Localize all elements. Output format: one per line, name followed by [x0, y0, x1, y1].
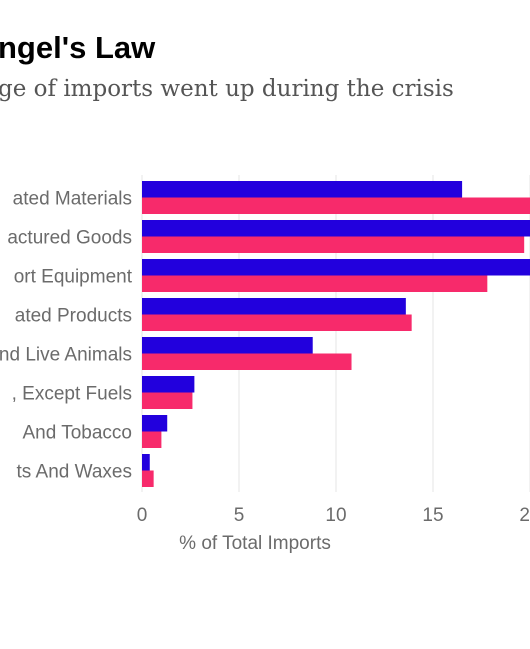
- bar: [142, 314, 412, 331]
- chart-subtitle: ge of imports went up during the crisis: [0, 76, 454, 102]
- bar: [142, 259, 530, 276]
- bar: [142, 181, 463, 198]
- bar: [142, 298, 406, 315]
- bar: [142, 376, 195, 393]
- bar-series: [142, 181, 530, 487]
- category-label: , Except Fuels: [12, 384, 132, 405]
- category-label: ort Equipment: [14, 267, 133, 288]
- category-label: ts And Waxes: [17, 462, 132, 483]
- bar: [142, 470, 154, 487]
- bar: [142, 275, 488, 292]
- bar: [142, 392, 193, 409]
- bar: [142, 431, 162, 448]
- bar: [142, 353, 352, 370]
- x-tick-labels: 0 5 10 15 20: [137, 505, 530, 526]
- chart-title: ngel's Law: [0, 30, 156, 65]
- bar: [142, 454, 150, 471]
- x-tick-label: 10: [325, 505, 346, 526]
- category-label: And Tobacco: [22, 423, 132, 444]
- category-label: nd Live Animals: [0, 345, 132, 366]
- bar: [142, 197, 530, 214]
- category-label: ated Products: [15, 306, 132, 327]
- x-tick-label: 0: [137, 505, 148, 526]
- category-label: actured Goods: [7, 228, 132, 249]
- bar: [142, 220, 530, 237]
- category-label: ated Materials: [13, 189, 132, 210]
- bar: [142, 236, 525, 253]
- x-tick-label: 5: [234, 505, 245, 526]
- category-labels: ated Materials actured Goods ort Equipment…: [0, 189, 133, 483]
- x-tick-label: 20: [519, 505, 530, 526]
- bar: [142, 337, 313, 354]
- bar: [142, 415, 168, 432]
- x-tick-label: 15: [422, 505, 443, 526]
- x-axis-label: % of Total Imports: [179, 533, 331, 554]
